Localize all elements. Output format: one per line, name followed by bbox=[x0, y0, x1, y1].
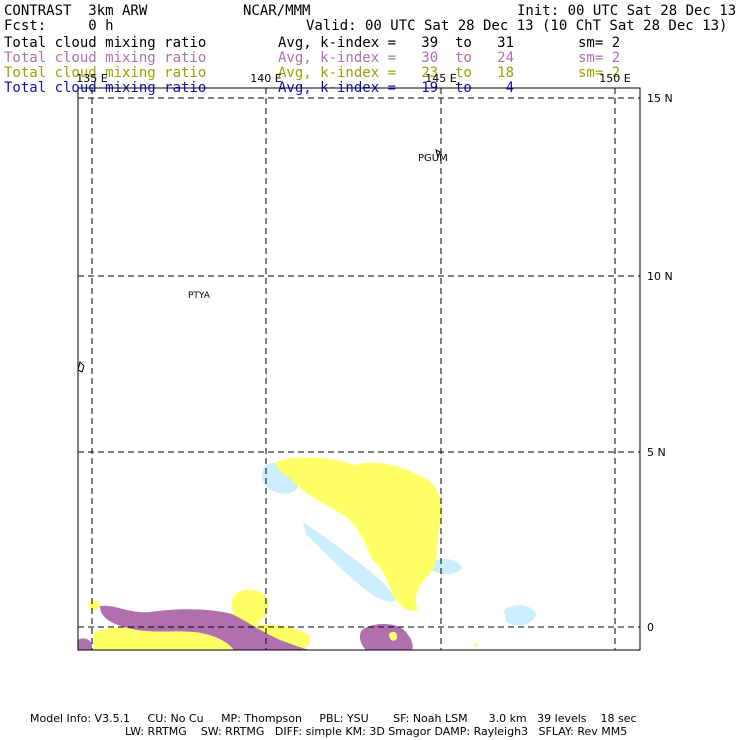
field-name-2: Total cloud mixing ratio bbox=[4, 50, 207, 66]
field-sm-1: sm= 2 bbox=[578, 35, 621, 51]
lat-label-5n: 5 N bbox=[647, 446, 666, 459]
island-outline bbox=[435, 149, 441, 159]
cloud-mid-area bbox=[389, 631, 398, 641]
field-sm-2: sm= 2 bbox=[578, 50, 621, 66]
lat-label-10n: 10 N bbox=[647, 270, 673, 283]
cloud-low-area bbox=[303, 522, 396, 602]
cloud-mid-area bbox=[88, 600, 100, 611]
field-sm-3: sm= 2 bbox=[578, 65, 621, 81]
field-range-2: Avg, k-index = 30 to 24 bbox=[278, 50, 515, 66]
model-title: CONTRAST 3km ARW bbox=[4, 3, 148, 19]
graticule bbox=[78, 88, 640, 650]
cloud-mid-area bbox=[231, 589, 269, 627]
lat-label-15n: 15 N bbox=[647, 92, 673, 105]
lon-label-140e: 140 E bbox=[250, 72, 281, 85]
field-name-1: Total cloud mixing ratio bbox=[4, 35, 207, 51]
cloud-high-area bbox=[78, 638, 92, 650]
cloud-mid-area bbox=[473, 643, 478, 648]
cloud-low-area bbox=[504, 605, 536, 626]
forecast-hour: Fcst: 0 h bbox=[4, 18, 114, 34]
station-label-pgum: PGUM bbox=[418, 153, 448, 164]
field-range-1: Avg, k-index = 39 to 31 bbox=[278, 35, 515, 51]
cloud-high-area bbox=[100, 605, 310, 650]
island-outline bbox=[77, 361, 85, 373]
lon-label-135e: 135 E bbox=[76, 72, 107, 85]
cloud-high-area bbox=[359, 624, 413, 650]
model-info-line-1: Model Info: V3.5.1 CU: No Cu MP: Thompso… bbox=[30, 712, 637, 725]
field-range-3: Avg, k-index = 23 to 18 bbox=[278, 65, 515, 81]
cloud-low-area bbox=[430, 559, 462, 575]
lon-label-150e: 150 E bbox=[599, 72, 630, 85]
init-time: Init: 00 UTC Sat 28 Dec 13 bbox=[517, 3, 737, 19]
station-label-ptya: PTYA bbox=[188, 291, 211, 301]
lat-label-0: 0 bbox=[647, 621, 654, 634]
model-info-line-2: LW: RRTMG SW: RRTMG DIFF: simple KM: 3D … bbox=[125, 725, 628, 738]
field-name-3: Total cloud mixing ratio bbox=[4, 65, 207, 81]
cloud-fields bbox=[78, 372, 536, 650]
valid-time: Valid: 00 UTC Sat 28 Dec 13 (10 ChT Sat … bbox=[306, 18, 728, 34]
cloud-mid-area bbox=[276, 457, 443, 612]
center-name: NCAR/MMM bbox=[243, 3, 311, 19]
lon-label-145e: 145 E bbox=[425, 72, 456, 85]
